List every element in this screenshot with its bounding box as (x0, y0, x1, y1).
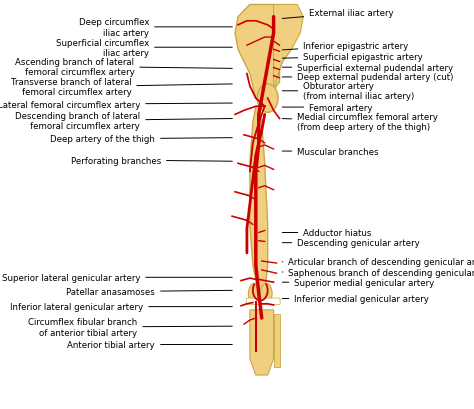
Text: Anterior tibial artery: Anterior tibial artery (67, 340, 232, 349)
Ellipse shape (248, 284, 260, 304)
Text: Superficial external pudendal artery: Superficial external pudendal artery (283, 63, 454, 72)
Text: Inferior medial genicular artery: Inferior medial genicular artery (283, 294, 429, 303)
Polygon shape (273, 314, 280, 367)
Text: Inferior epigastric artery: Inferior epigastric artery (283, 42, 409, 51)
Polygon shape (273, 5, 303, 91)
Circle shape (257, 85, 278, 113)
Text: Articular branch of descending genicular artery: Articular branch of descending genicular… (283, 258, 474, 267)
Text: Circumflex fibular branch
of anterior tibial artery: Circumflex fibular branch of anterior ti… (28, 317, 232, 337)
Text: Descending branch of lateral
femoral circumflex artery: Descending branch of lateral femoral cir… (15, 112, 232, 131)
Text: Superficial epigastric artery: Superficial epigastric artery (283, 52, 423, 61)
Text: Deep external pudendal artery (cut): Deep external pudendal artery (cut) (283, 73, 454, 82)
Ellipse shape (260, 284, 272, 304)
Text: Descending genicular artery: Descending genicular artery (283, 238, 420, 247)
Text: Medial circumflex femoral artery
(from deep artery of the thigh): Medial circumflex femoral artery (from d… (283, 112, 438, 132)
Text: Superior lateral genicular artery: Superior lateral genicular artery (2, 273, 232, 282)
FancyBboxPatch shape (246, 298, 280, 305)
Text: Obturator artery
(from internal iliac artery): Obturator artery (from internal iliac ar… (283, 82, 414, 101)
Polygon shape (250, 107, 268, 294)
Text: Saphenous branch of descending genicular artery: Saphenous branch of descending genicular… (283, 268, 474, 277)
Text: Perforating branches: Perforating branches (71, 156, 232, 165)
Text: Adductor hiatus: Adductor hiatus (283, 229, 372, 238)
Text: Superficial circumflex
iliac artery: Superficial circumflex iliac artery (56, 38, 232, 58)
Text: Muscular branches: Muscular branches (283, 147, 379, 156)
Text: Femoral artery: Femoral artery (283, 103, 373, 112)
Text: External iliac artery: External iliac artery (283, 9, 394, 20)
Polygon shape (235, 5, 297, 107)
Text: Transverse branch of lateral
femoral circumflex artery: Transverse branch of lateral femoral cir… (10, 78, 232, 97)
Text: Deep artery of the thigh: Deep artery of the thigh (50, 135, 232, 144)
Text: Inferior lateral genicular artery: Inferior lateral genicular artery (10, 302, 232, 311)
Text: Lateral femoral circumflex artery: Lateral femoral circumflex artery (0, 101, 232, 110)
Text: Deep circumflex
iliac artery: Deep circumflex iliac artery (79, 18, 232, 38)
Text: Patellar anasamoses: Patellar anasamoses (66, 288, 232, 297)
Polygon shape (250, 310, 273, 375)
Text: Superior medial genicular artery: Superior medial genicular artery (283, 278, 435, 287)
Text: Ascending branch of lateral
femoral circumflex artery: Ascending branch of lateral femoral circ… (15, 58, 232, 77)
